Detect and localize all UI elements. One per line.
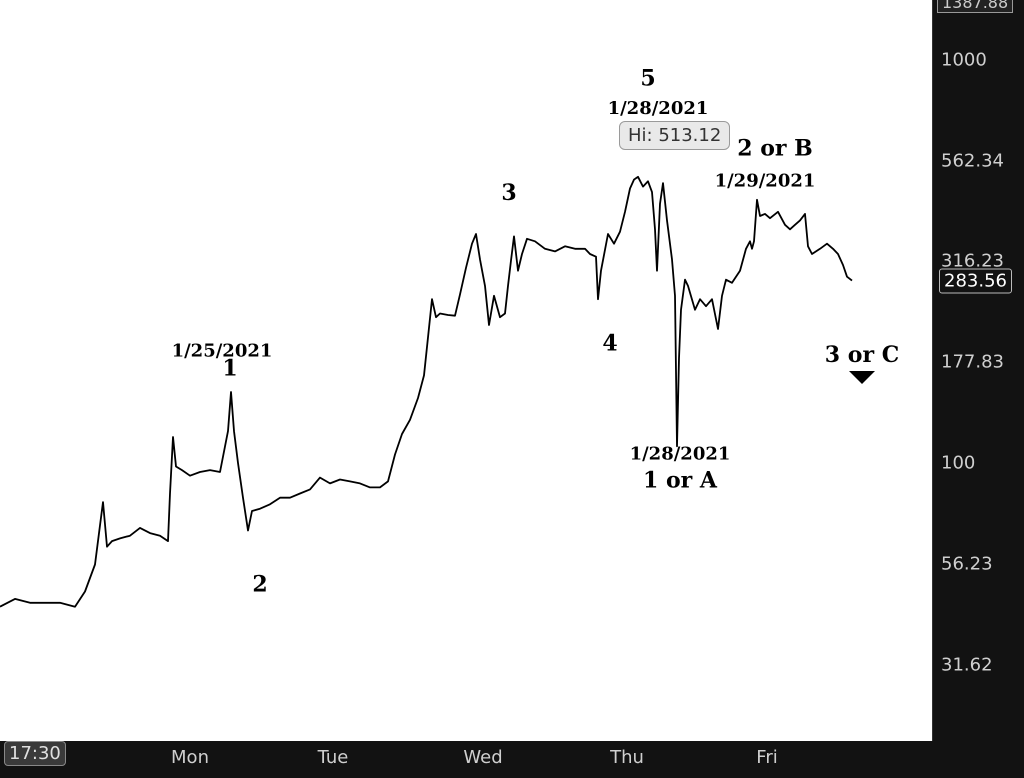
wave-annotation: 3: [501, 180, 516, 206]
ytick-label: 316.23: [941, 250, 1004, 272]
time-label: 17:30: [4, 741, 66, 766]
wave-annotation: 1/28/2021: [630, 444, 731, 465]
xtick-label: Thu: [610, 747, 644, 768]
ytick-label: 31.62: [941, 654, 993, 675]
ytick-label: 1387.88: [937, 0, 1014, 13]
wave-annotation: 4: [602, 331, 617, 357]
plot-area: [0, 0, 932, 741]
wave-annotation: 5: [640, 65, 655, 91]
ytick-label: 562.34: [941, 150, 1004, 172]
xtick-label: Tue: [317, 747, 349, 768]
ytick-label: 100: [941, 452, 976, 474]
down-triangle-icon: [849, 371, 875, 384]
ytick-label: 177.83: [941, 351, 1004, 373]
wave-annotation: 1/25/2021: [172, 340, 273, 361]
wave-annotation: 1: [222, 355, 237, 381]
wave-annotation: 1 or A: [643, 467, 718, 493]
wave-annotation: 2: [252, 571, 267, 597]
price-series-line: [0, 175, 853, 608]
ytick-label: 56.23: [941, 553, 993, 575]
xtick-label: Wed: [463, 747, 503, 768]
last-price-badge: 283.56: [939, 268, 1012, 294]
xtick-label: Fri: [756, 747, 778, 768]
wave-annotation: 2 or B: [737, 135, 813, 161]
high-label-box: Hi: 513.12: [619, 120, 731, 150]
y-axis: 1387.88 1000 562.34 316.23 177.83 100 56.23 31…: [932, 0, 1024, 741]
x-axis: 17:30 Mon Tue Wed Thu Fri: [0, 741, 1024, 778]
wave-annotation: 3 or C: [825, 342, 899, 368]
xtick-label: Mon: [171, 747, 209, 768]
wave-annotation: 1/28/2021: [608, 98, 709, 119]
wave-annotation: 1/29/2021: [715, 171, 816, 192]
ytick-label: 1000: [941, 49, 987, 71]
